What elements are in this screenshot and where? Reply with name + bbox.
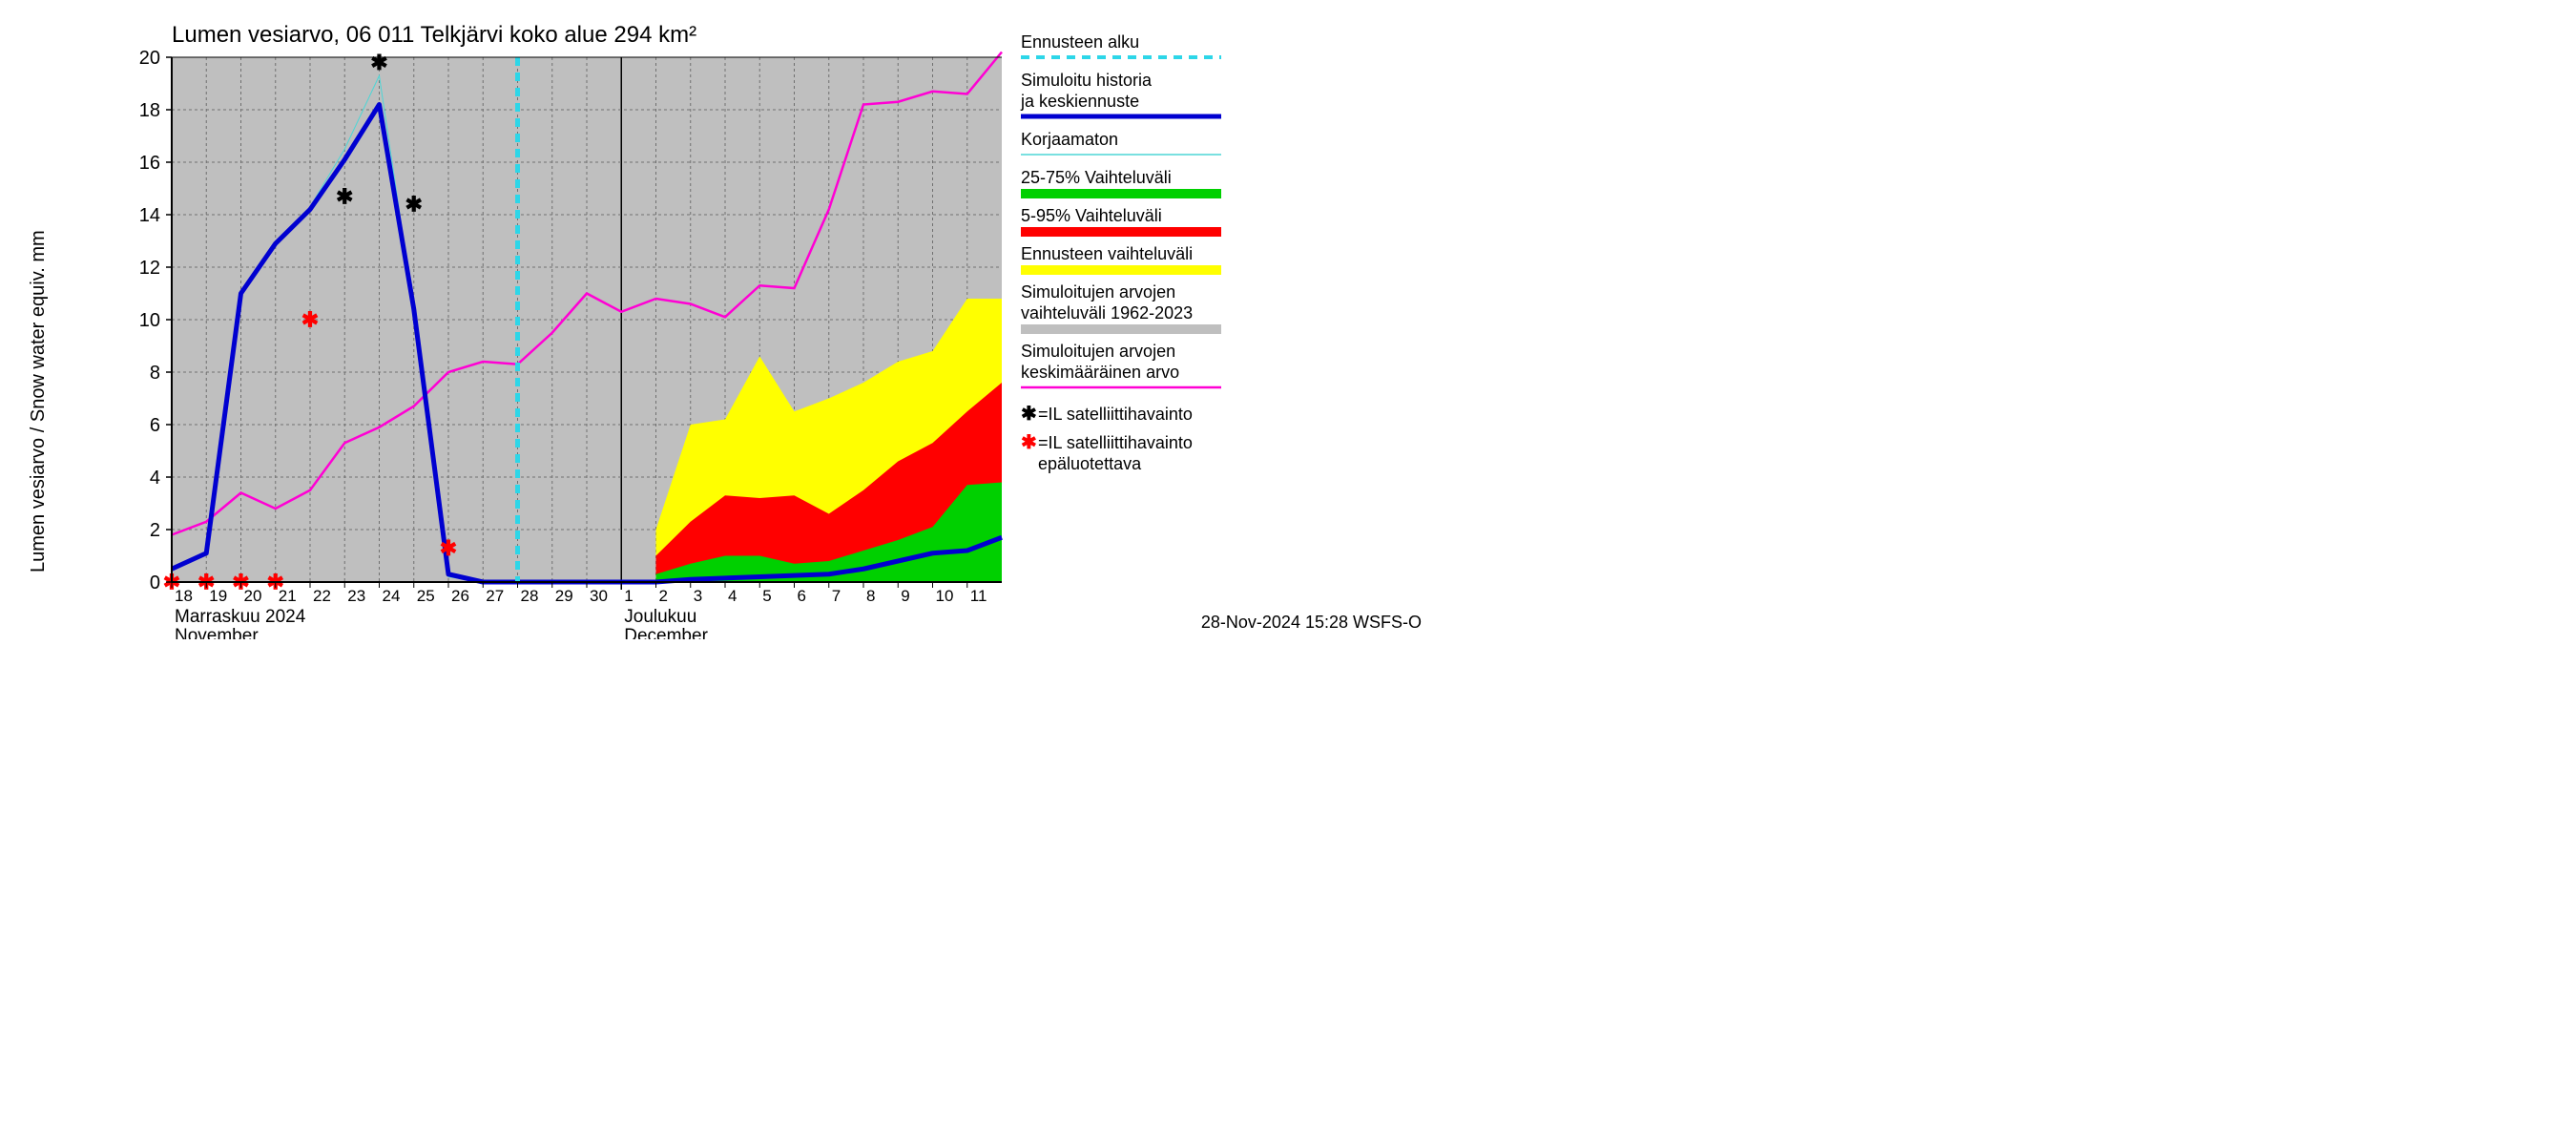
svg-text:19: 19 bbox=[209, 587, 227, 605]
svg-text:25: 25 bbox=[417, 587, 435, 605]
svg-text:ja keskiennuste: ja keskiennuste bbox=[1020, 92, 1139, 111]
svg-text:✱: ✱ bbox=[405, 193, 423, 217]
svg-text:✱: ✱ bbox=[301, 308, 319, 332]
chart-svg: ✱✱✱✱✱✱✱✱✱0246810121416182018192021222324… bbox=[0, 0, 1431, 639]
svg-text:23: 23 bbox=[347, 587, 365, 605]
svg-text:epäluotettava: epäluotettava bbox=[1038, 454, 1142, 473]
svg-text:3: 3 bbox=[694, 587, 702, 605]
svg-text:Ennusteen vaihteluväli: Ennusteen vaihteluväli bbox=[1021, 244, 1193, 263]
svg-text:29: 29 bbox=[555, 587, 573, 605]
svg-text:8: 8 bbox=[866, 587, 875, 605]
svg-text:9: 9 bbox=[901, 587, 909, 605]
svg-text:28-Nov-2024 15:28 WSFS-O: 28-Nov-2024 15:28 WSFS-O bbox=[1201, 613, 1422, 632]
svg-text:December: December bbox=[624, 626, 708, 639]
svg-text:Lumen vesiarvo, 06 011 Telkjär: Lumen vesiarvo, 06 011 Telkjärvi koko al… bbox=[172, 22, 696, 48]
svg-text:27: 27 bbox=[486, 587, 504, 605]
svg-text:11: 11 bbox=[970, 587, 987, 605]
svg-text:2: 2 bbox=[659, 587, 668, 605]
svg-text:✱: ✱ bbox=[1021, 404, 1037, 425]
svg-text:12: 12 bbox=[139, 258, 160, 279]
svg-text:Joulukuu: Joulukuu bbox=[624, 607, 696, 627]
svg-text:Lumen vesiarvo / Snow water eq: Lumen vesiarvo / Snow water equiv. mm bbox=[28, 230, 49, 572]
svg-text:✱: ✱ bbox=[336, 184, 353, 208]
svg-text:keskimääräinen arvo: keskimääräinen arvo bbox=[1021, 363, 1179, 382]
svg-text:18: 18 bbox=[139, 100, 160, 121]
svg-text:0: 0 bbox=[150, 572, 160, 593]
svg-text:6: 6 bbox=[150, 415, 160, 436]
svg-text:6: 6 bbox=[798, 587, 806, 605]
svg-text:1: 1 bbox=[624, 587, 633, 605]
svg-text:5-95% Vaihteluväli: 5-95% Vaihteluväli bbox=[1021, 206, 1162, 225]
svg-text:7: 7 bbox=[832, 587, 841, 605]
svg-text:Marraskuu 2024: Marraskuu 2024 bbox=[175, 607, 306, 627]
svg-text:24: 24 bbox=[383, 587, 401, 605]
svg-text:20: 20 bbox=[139, 48, 160, 69]
svg-text:22: 22 bbox=[313, 587, 331, 605]
svg-text:4: 4 bbox=[728, 587, 737, 605]
svg-text:✱: ✱ bbox=[440, 536, 457, 560]
svg-text:16: 16 bbox=[139, 153, 160, 174]
svg-text:30: 30 bbox=[590, 587, 608, 605]
svg-text:Ennusteen alku: Ennusteen alku bbox=[1021, 32, 1139, 52]
svg-text:28: 28 bbox=[521, 587, 539, 605]
svg-text:Simuloitujen arvojen: Simuloitujen arvojen bbox=[1021, 342, 1175, 361]
svg-text:✱: ✱ bbox=[370, 51, 387, 74]
svg-text:20: 20 bbox=[244, 587, 262, 605]
svg-text:=IL satelliittihavainto: =IL satelliittihavainto bbox=[1038, 433, 1193, 452]
svg-text:Simuloitujen arvojen: Simuloitujen arvojen bbox=[1021, 282, 1175, 302]
svg-text:10: 10 bbox=[139, 310, 160, 331]
svg-text:18: 18 bbox=[175, 587, 193, 605]
svg-text:5: 5 bbox=[762, 587, 771, 605]
svg-text:8: 8 bbox=[150, 363, 160, 384]
svg-text:Korjaamaton: Korjaamaton bbox=[1021, 130, 1118, 149]
svg-text:2: 2 bbox=[150, 520, 160, 541]
svg-text:=IL satelliittihavainto: =IL satelliittihavainto bbox=[1038, 405, 1193, 424]
svg-text:✱: ✱ bbox=[1021, 432, 1037, 453]
svg-text:21: 21 bbox=[279, 587, 297, 605]
svg-text:26: 26 bbox=[451, 587, 469, 605]
svg-text:4: 4 bbox=[150, 468, 160, 489]
svg-text:25-75% Vaihteluväli: 25-75% Vaihteluväli bbox=[1021, 168, 1172, 187]
svg-text:14: 14 bbox=[139, 205, 160, 226]
chart-container: ✱✱✱✱✱✱✱✱✱0246810121416182018192021222324… bbox=[0, 0, 1431, 639]
svg-text:10: 10 bbox=[936, 587, 954, 605]
svg-text:Simuloitu historia: Simuloitu historia bbox=[1021, 71, 1153, 90]
svg-text:November: November bbox=[175, 626, 259, 639]
svg-text:vaihteluväli 1962-2023: vaihteluväli 1962-2023 bbox=[1021, 303, 1193, 323]
